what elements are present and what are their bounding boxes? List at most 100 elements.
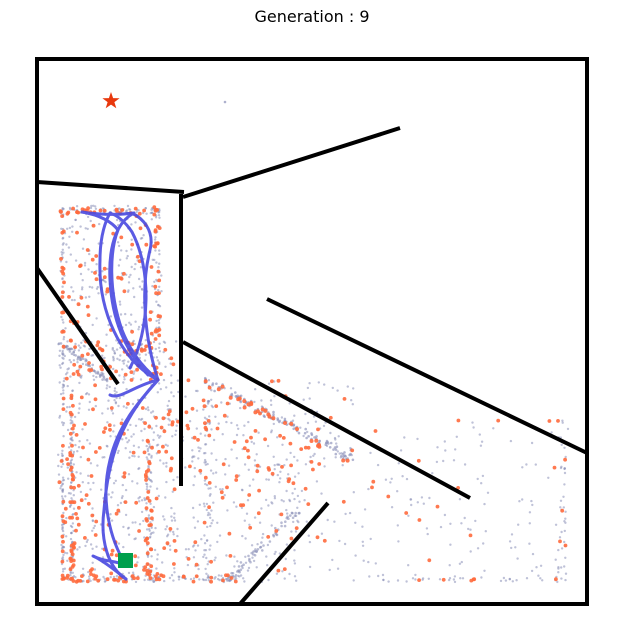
archive-point	[169, 456, 174, 461]
archive-point	[220, 384, 225, 389]
explored-point	[62, 553, 65, 557]
explored-point	[309, 455, 312, 459]
explored-point	[67, 477, 70, 480]
explored-point	[302, 398, 305, 401]
explored-point	[248, 484, 251, 487]
explored-point	[297, 520, 300, 524]
explored-point	[305, 436, 308, 440]
explored-point	[96, 464, 99, 467]
explored-point	[273, 464, 276, 467]
archive-point	[122, 289, 127, 294]
explored-point	[130, 238, 133, 241]
archive-point	[192, 435, 197, 440]
archive-point	[139, 347, 144, 352]
explored-point	[155, 444, 159, 447]
explored-point	[148, 478, 152, 482]
archive-point	[370, 485, 374, 490]
explored-point	[150, 526, 153, 529]
archive-point	[76, 302, 81, 307]
explored-point	[78, 402, 81, 405]
explored-point	[71, 389, 74, 393]
explored-point	[152, 438, 155, 442]
archive-point	[75, 230, 79, 235]
explored-point	[92, 481, 95, 485]
explored-point	[315, 480, 319, 483]
archive-point	[299, 447, 304, 451]
explored-point	[449, 522, 452, 525]
explored-point	[147, 466, 150, 469]
explored-point	[267, 578, 270, 582]
explored-point	[564, 455, 567, 459]
explored-point	[158, 249, 161, 252]
explored-point	[106, 445, 109, 448]
explored-point	[137, 446, 140, 449]
explored-point	[256, 548, 260, 551]
explored-point	[69, 492, 72, 495]
explored-point	[143, 578, 146, 582]
explored-point	[93, 524, 97, 528]
explored-point	[281, 443, 284, 446]
explored-point	[303, 431, 307, 435]
explored-point	[92, 378, 96, 381]
archive-point	[81, 445, 85, 450]
explored-point	[563, 446, 566, 449]
explored-point	[184, 577, 187, 580]
explored-point	[258, 521, 262, 524]
archive-point	[133, 206, 138, 211]
explored-point	[88, 347, 91, 351]
explored-point	[122, 405, 126, 408]
archive-point	[157, 333, 162, 338]
archive-point	[69, 559, 74, 563]
explored-point	[158, 262, 161, 265]
explored-point	[219, 488, 222, 491]
explored-point	[262, 544, 265, 547]
explored-point	[132, 372, 135, 375]
archive-point	[93, 271, 97, 275]
archive-point	[89, 368, 94, 372]
explored-point	[58, 354, 61, 357]
explored-point	[203, 458, 207, 462]
explored-point	[525, 577, 529, 580]
archive-point	[153, 337, 158, 341]
explored-point	[267, 478, 270, 481]
archive-point	[60, 514, 65, 519]
explored-point	[124, 323, 128, 327]
explored-point	[174, 429, 178, 432]
explored-point	[111, 346, 115, 350]
explored-point	[139, 418, 143, 421]
explored-point	[338, 452, 341, 455]
archive-point	[203, 421, 207, 425]
archive-point	[156, 269, 161, 274]
archive-point	[194, 562, 199, 567]
explored-point	[229, 387, 233, 390]
explored-point	[112, 482, 116, 485]
explored-point	[243, 519, 246, 522]
explored-point	[80, 341, 83, 344]
explored-point	[343, 542, 347, 546]
explored-point	[71, 421, 74, 425]
explored-point	[209, 469, 213, 472]
maze-walls	[35, 57, 589, 606]
explored-point	[61, 479, 65, 482]
archive-point	[86, 501, 91, 506]
explored-points	[57, 100, 572, 584]
explored-point	[310, 433, 314, 437]
explored-point	[336, 567, 340, 570]
explored-point	[452, 578, 456, 581]
explored-point	[192, 577, 196, 580]
explored-point	[276, 417, 280, 420]
explored-point	[272, 534, 276, 538]
explored-point	[266, 543, 270, 547]
archive-point	[91, 407, 95, 412]
explored-point	[273, 468, 276, 471]
explored-point	[141, 280, 144, 283]
explored-point	[152, 531, 155, 534]
explored-point	[89, 488, 92, 491]
explored-point	[304, 427, 308, 431]
explored-point	[280, 524, 283, 528]
explored-point	[165, 461, 168, 465]
archive-point	[234, 474, 239, 479]
archive-point	[59, 210, 63, 214]
explored-point	[62, 567, 65, 571]
explored-point	[528, 511, 532, 514]
